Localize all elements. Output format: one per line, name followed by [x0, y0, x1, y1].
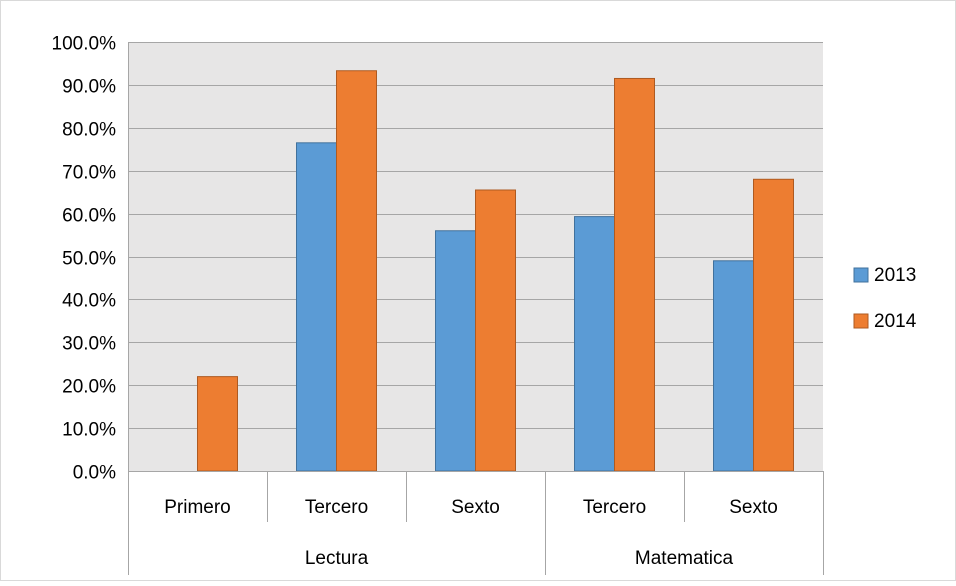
- bar-2014-2: [475, 189, 516, 472]
- bar-2013-4: [713, 260, 754, 472]
- x-group-label: Lectura: [305, 548, 369, 569]
- legend-label-2014: 2014: [874, 311, 917, 332]
- legend-swatch-2014: [853, 313, 869, 329]
- x-group-label: Matematica: [635, 548, 734, 569]
- bar-2013-1: [296, 142, 337, 472]
- y-tick-label: 70.0%: [62, 163, 116, 184]
- y-tick-label: 10.0%: [62, 420, 116, 441]
- x-category-label: Tercero: [583, 497, 646, 518]
- y-tick-label: 20.0%: [62, 377, 116, 398]
- x-category-label: Primero: [164, 497, 231, 518]
- y-tick-label: 90.0%: [62, 77, 116, 98]
- x-category-label: Sexto: [729, 497, 778, 518]
- bar-2013-3: [574, 216, 615, 472]
- bar-2014-4: [753, 178, 794, 472]
- y-tick-label: 50.0%: [62, 249, 116, 270]
- legend-label-2013: 2013: [874, 265, 916, 286]
- legend-swatch-2013: [853, 267, 869, 283]
- bar-2014-0: [197, 376, 238, 472]
- y-tick-label: 80.0%: [62, 120, 116, 141]
- y-tick-label: 60.0%: [62, 206, 116, 227]
- y-tick-label: 0.0%: [73, 463, 116, 484]
- bar-2013-2: [435, 230, 476, 472]
- x-category-label: Tercero: [305, 497, 368, 518]
- y-tick-label: 100.0%: [52, 34, 117, 55]
- bar-2014-1: [336, 70, 377, 472]
- x-category-label: Sexto: [451, 497, 500, 518]
- y-tick-label: 40.0%: [62, 291, 116, 312]
- y-tick-label: 30.0%: [62, 334, 116, 355]
- bar-2014-3: [614, 77, 655, 472]
